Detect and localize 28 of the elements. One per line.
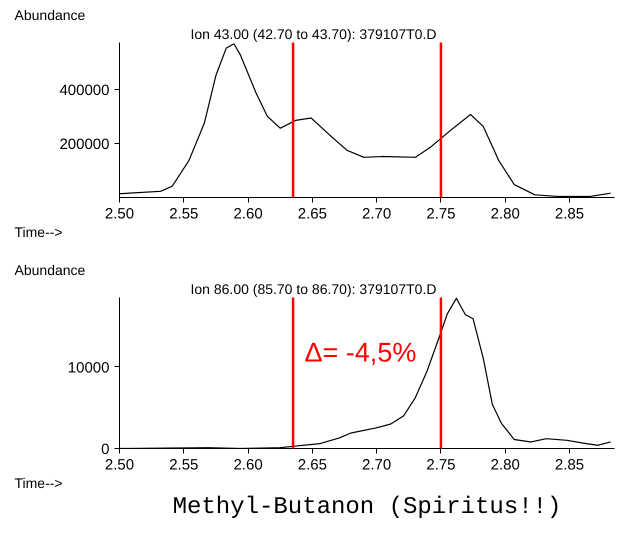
x-axis-title: Time--> xyxy=(14,224,63,240)
x-tick-label: 2.75 xyxy=(426,456,456,474)
y-tick-label: 0 xyxy=(101,441,110,458)
x-tick-label: 2.80 xyxy=(490,456,520,474)
x-tick-label: 2.80 xyxy=(490,206,520,222)
y-tick-label: 200000 xyxy=(59,136,110,154)
x-tick-label: 2.50 xyxy=(104,456,134,474)
chart-title: Ion 86.00 (85.70 to 86.70): 379107T0.D xyxy=(190,281,436,297)
x-tick-label: 2.70 xyxy=(362,206,392,222)
x-tick-label: 2.60 xyxy=(233,206,263,222)
y-axis-title: Abundance xyxy=(14,7,86,23)
y-axis-title: Abundance xyxy=(14,262,86,278)
x-tick-label: 2.65 xyxy=(298,206,327,222)
x-tick-label: 2.75 xyxy=(426,206,456,222)
y-tick-label: 10000 xyxy=(68,359,110,376)
x-tick-label: 2.65 xyxy=(298,456,327,474)
annotation: Δ= -4,5% xyxy=(304,338,416,368)
x-tick-label: 2.70 xyxy=(362,456,392,474)
text: Methyl-Butanon (Spiritus!!) xyxy=(172,494,562,521)
x-tick-label: 2.55 xyxy=(169,456,198,474)
x-axis-title: Time--> xyxy=(14,475,63,491)
x-tick-label: 2.85 xyxy=(554,456,584,474)
x-tick-label: 2.60 xyxy=(233,456,263,474)
x-tick-label: 2.50 xyxy=(104,206,134,222)
x-tick-label: 2.55 xyxy=(169,206,198,222)
chart-title: Ion 43.00 (42.70 to 43.70): 379107T0.D xyxy=(190,26,436,42)
y-tick-label: 400000 xyxy=(59,82,110,100)
x-tick-label: 2.85 xyxy=(554,206,584,222)
